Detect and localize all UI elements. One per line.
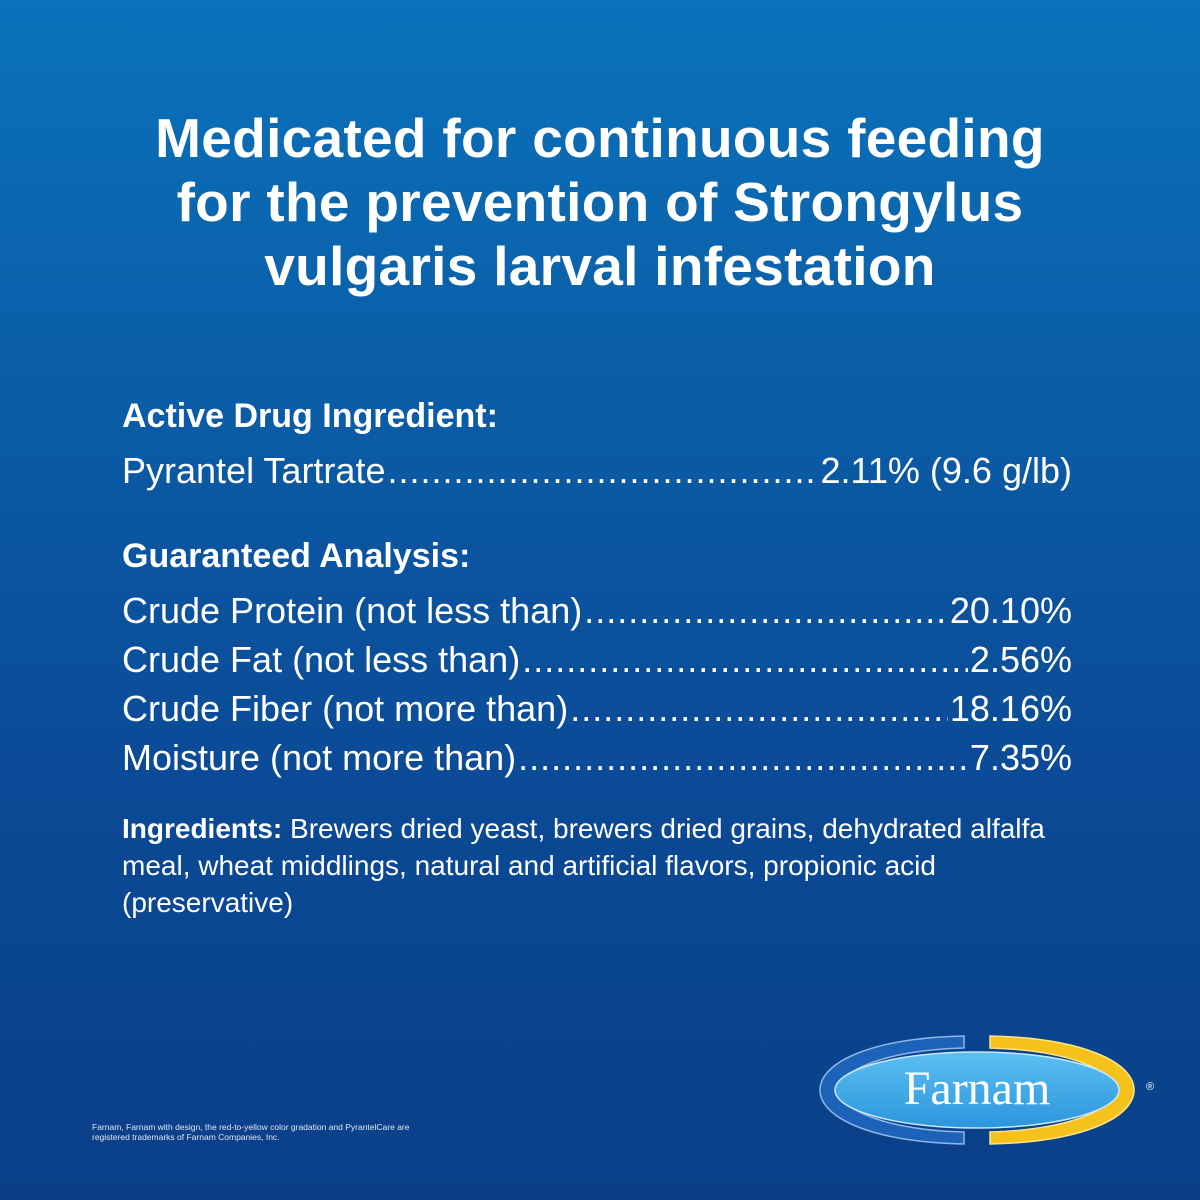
- dot-leader: [387, 446, 818, 495]
- headline: Medicated for continuous feeding for the…: [0, 106, 1200, 298]
- ingredient-row: Pyrantel Tartrate 2.11% (9.6 g/lb): [122, 446, 1072, 495]
- registered-mark: ®: [1146, 1081, 1154, 1093]
- ingredients-label: Ingredients:: [122, 813, 283, 844]
- row-label: Pyrantel Tartrate: [122, 450, 386, 491]
- row-label: Crude Protein (not less than): [122, 590, 583, 631]
- ingredients-list: Brewers dried yeast, brewers dried grain…: [122, 813, 1045, 918]
- analysis-row: Moisture (not more than) 7.35%: [122, 733, 1072, 782]
- row-label: Moisture (not more than): [122, 737, 517, 778]
- row-value: 20.10%: [949, 590, 1072, 631]
- headline-line: Medicated for continuous feeding: [155, 107, 1045, 169]
- analysis-row: Crude Protein (not less than) 20.10%: [122, 586, 1072, 635]
- row-value: 7.35%: [969, 737, 1072, 778]
- logo-text: Farnam: [904, 1062, 1051, 1115]
- row-value: 18.16%: [949, 688, 1072, 729]
- farnam-logo: Farnam ®: [819, 1035, 1154, 1145]
- trademark-notice: Farnam, Farnam with design, the red-to-y…: [92, 1122, 410, 1142]
- analysis-row: Crude Fiber (not more than) 18.16%: [122, 684, 1072, 733]
- row-value: 2.11% (9.6 g/lb): [820, 450, 1072, 491]
- headline-line: for the prevention of Strongylus: [176, 171, 1024, 233]
- dot-leader: [522, 635, 968, 684]
- row-label: Crude Fat (not less than): [122, 639, 521, 680]
- analysis-row: Crude Fat (not less than) 2.56%: [122, 635, 1072, 684]
- guaranteed-analysis-section: Guaranteed Analysis: Crude Protein (not …: [122, 536, 1072, 782]
- ingredients-text: Ingredients: Brewers dried yeast, brewer…: [122, 810, 1082, 921]
- row-value: 2.56%: [969, 639, 1072, 680]
- section-title: Guaranteed Analysis:: [122, 537, 471, 575]
- dot-leader: [518, 733, 968, 782]
- dot-leader: [584, 586, 948, 635]
- headline-line: vulgaris larval infestation: [264, 235, 936, 297]
- section-title: Active Drug Ingredient:: [122, 397, 498, 435]
- dot-leader: [570, 684, 948, 733]
- row-label: Crude Fiber (not more than): [122, 688, 569, 729]
- active-ingredient-section: Active Drug Ingredient: Pyrantel Tartrat…: [122, 396, 1072, 495]
